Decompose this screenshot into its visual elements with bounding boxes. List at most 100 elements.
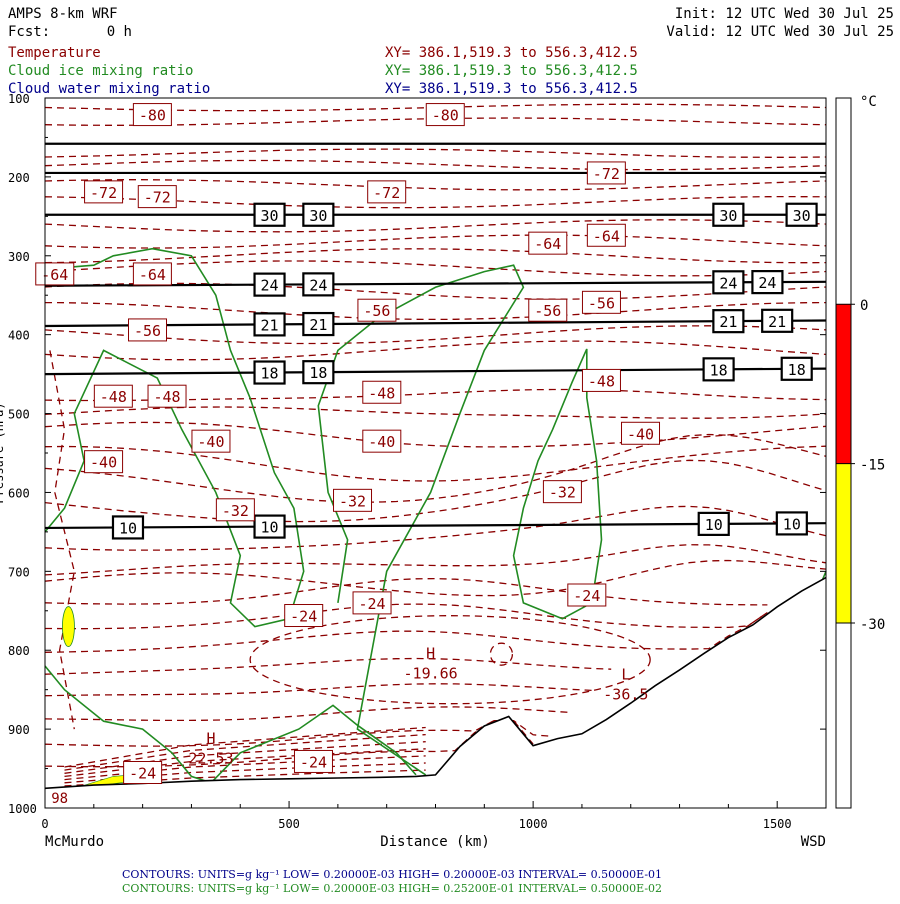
temp-label-box — [293, 749, 333, 773]
temp-label-box — [352, 591, 392, 615]
theta-label: 24 — [758, 274, 776, 292]
cloud-ice-contour — [44, 665, 212, 784]
field-name-2: Cloud water mixing ratio — [8, 81, 210, 97]
temperature-contour — [44, 433, 827, 503]
theta-label-box — [702, 357, 735, 382]
axes: 100 200 300 400 500 600 700 800 900 1000 0 500 1000 1… — [0, 92, 826, 831]
temp-label: -72 — [373, 184, 400, 202]
valid-time: Valid: 12 UTC Wed 30 Jul 25 — [666, 24, 894, 40]
temp-label: -56 — [134, 322, 161, 340]
model-title: AMPS 8-km WRF — [8, 6, 118, 22]
y-tick-label: 600 — [8, 486, 30, 500]
temp-label: -48 — [153, 388, 180, 406]
x-right-end-label: WSD — [801, 834, 826, 850]
theta-label: 21 — [768, 313, 786, 331]
extremum-type: H — [206, 730, 215, 748]
temp-label: -64 — [41, 266, 68, 284]
field-name-1: Cloud ice mixing ratio — [8, 63, 193, 79]
y-tick-label: 800 — [8, 644, 30, 658]
theta-label: 10 — [119, 519, 137, 537]
field-name-0: Temperature — [8, 45, 101, 61]
temp-label: -48 — [588, 372, 615, 390]
temp-label-box — [367, 180, 407, 204]
theta-line — [44, 522, 827, 530]
cloud-ice-contour — [210, 704, 417, 784]
theta-label-box — [253, 272, 286, 297]
colorbar-label: 0 — [860, 298, 868, 314]
theta-line — [44, 280, 827, 287]
y-tick-label: 400 — [8, 329, 30, 343]
temperature-contour — [44, 445, 827, 482]
temp-label-box — [93, 384, 133, 408]
theta-label-box — [785, 202, 818, 227]
theta-label-box — [712, 270, 745, 295]
temp-label-box — [586, 161, 626, 185]
theta-label: 30 — [309, 207, 327, 225]
temperature-contour — [44, 719, 534, 768]
temperature-contour — [44, 505, 827, 551]
theta-lines: 30 30 30 30 24 24 24 24 21 21 21 21 18 18 18 18 10 10 10 10 — [44, 142, 827, 540]
colorbar-segment — [836, 304, 851, 464]
colorbar-unit: °C — [860, 94, 877, 110]
x-tick-label: 1000 — [519, 817, 548, 831]
cloud-ice-contours — [44, 247, 827, 784]
temperature-contour — [44, 260, 827, 277]
temperature-contour — [44, 219, 827, 233]
temp-label: -80 — [139, 107, 166, 125]
temperature-contour — [44, 248, 827, 264]
theta-label-box — [253, 202, 286, 227]
temperature-labels: -80 -80 -72 -72 -72 -72 -64 -64 -64 -64 -56 -56 -56 -… — [35, 103, 661, 784]
temp-label: -48 — [100, 388, 127, 406]
theta-label: 21 — [261, 316, 279, 334]
temp-label: -64 — [139, 266, 166, 284]
theta-label: 21 — [309, 316, 327, 334]
fcst-label: Fcst: — [8, 24, 50, 40]
cloud-ice-contour — [44, 247, 305, 628]
x-left-end-label: McMurdo — [45, 834, 104, 850]
theta-label-box — [712, 309, 745, 334]
y-tick-label: 900 — [8, 723, 30, 737]
temp-label: -72 — [144, 189, 171, 207]
temp-label-box — [123, 761, 163, 784]
theta-label-box — [751, 270, 784, 295]
temp-label: -56 — [588, 294, 615, 312]
temperature-contour — [44, 603, 768, 630]
temp-label-box — [586, 223, 626, 247]
theta-label: 10 — [261, 519, 279, 537]
theta-label: 30 — [261, 207, 279, 225]
theta-label-box — [761, 308, 794, 333]
fcst-value: 0 h — [107, 24, 132, 40]
cloud-ice-contour — [317, 264, 525, 776]
field-legend: Temperature XY= 386.1,519.3 to 556.3,412.… — [8, 45, 638, 97]
temp-label: -64 — [593, 227, 620, 245]
theta-label-box — [697, 511, 730, 536]
temperature-contour — [44, 611, 768, 653]
temp-label-box — [284, 604, 324, 628]
temp-label-box — [147, 384, 187, 408]
temperature-contour — [44, 282, 827, 300]
theta-label: 18 — [710, 361, 728, 379]
temperature-contour — [44, 195, 827, 209]
temp-label-box — [191, 429, 231, 453]
temp-label: -80 — [432, 107, 459, 125]
extremum-value: -36.5 — [603, 686, 648, 704]
theta-label-box — [775, 511, 808, 536]
temp-label-box — [132, 103, 172, 127]
temp-label: -32 — [222, 502, 249, 520]
temperature-contour — [44, 544, 827, 576]
field-xy-2: XY= 386.1,519.3 to 556.3,412.5 — [385, 81, 638, 97]
temp-label: -56 — [534, 302, 561, 320]
temp-label-box — [567, 583, 607, 607]
temp-label-box — [128, 318, 168, 342]
init-time: Init: 12 UTC Wed 30 Jul 25 — [675, 6, 894, 22]
temp-label: -40 — [197, 433, 224, 451]
temp-label: -40 — [90, 454, 117, 472]
field-xy-1: XY= 386.1,519.3 to 556.3,412.5 — [385, 63, 638, 79]
y-tick-label: 100 — [8, 92, 30, 106]
temperature-contour — [44, 719, 553, 747]
temperature-contour — [44, 159, 827, 171]
temp-label: -32 — [339, 492, 366, 510]
y-tick-label: 700 — [8, 565, 30, 579]
temperature-contour — [44, 325, 827, 345]
